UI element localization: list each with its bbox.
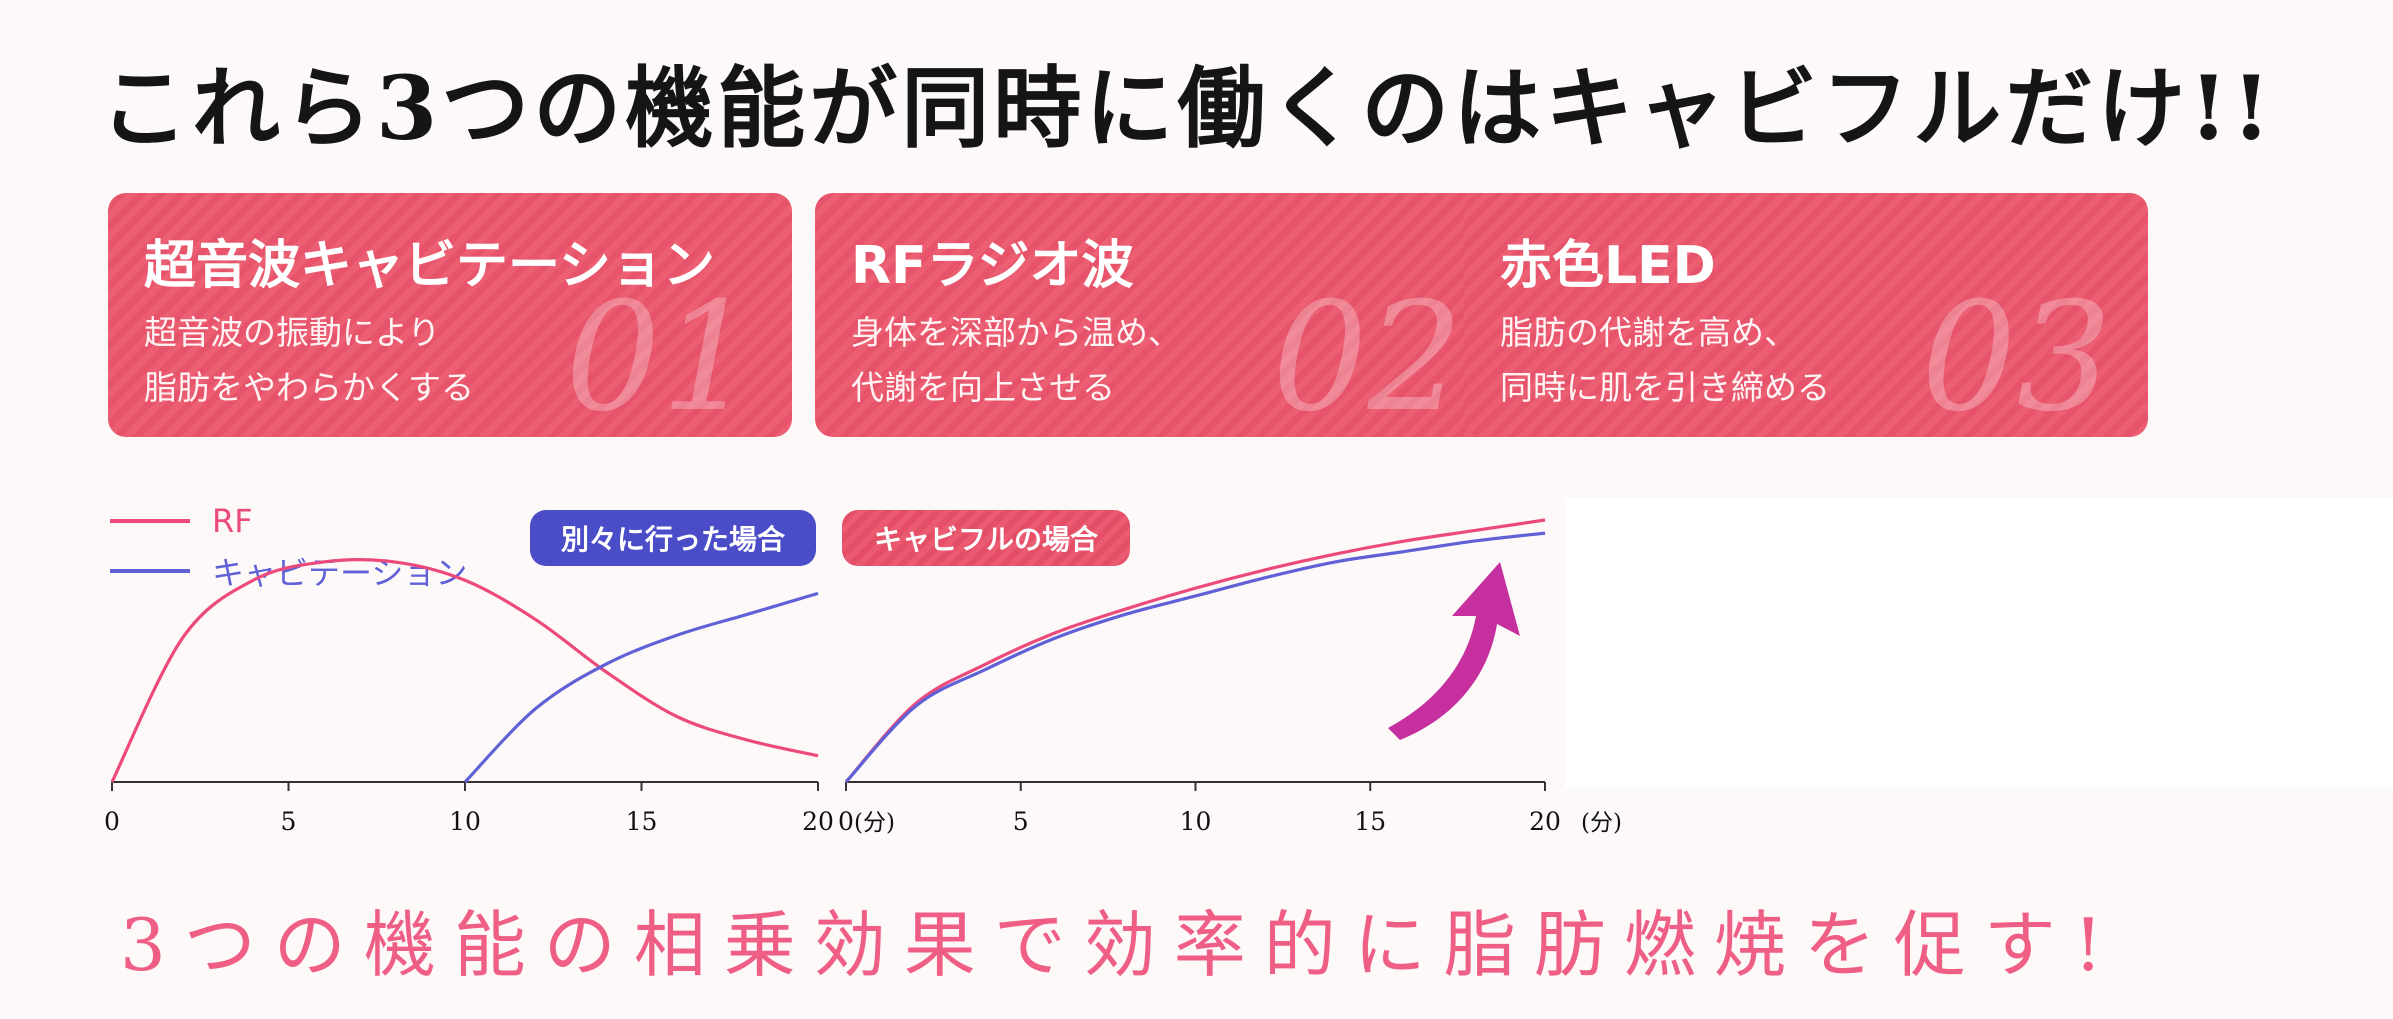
legend-label: RF bbox=[212, 502, 253, 540]
x-tick-label: 20 bbox=[802, 807, 834, 836]
feature-title: RFラジオ波 bbox=[851, 236, 1134, 296]
x-tick-label: 20 bbox=[1529, 807, 1561, 836]
label-cavifull: キャビフルの場合 bbox=[842, 510, 1130, 566]
feature-title: 赤色LED bbox=[1500, 236, 1716, 296]
chart-legend: RF キャビテーション bbox=[110, 496, 467, 596]
headline: これら3つの機能が同時に働くのはキャビフルだけ!! bbox=[100, 56, 2275, 160]
x-tick-label: 15 bbox=[626, 807, 658, 836]
feature-number: 03 bbox=[1921, 271, 2112, 437]
footer-slogan: 3つの機能の相乗効果で効率的に脂肪燃焼を促す! bbox=[120, 903, 2121, 987]
feature-desc-line: 身体を深部から温め、 bbox=[851, 313, 1181, 352]
x-tick-label: 10 bbox=[1180, 807, 1212, 836]
x-unit-label: (分) bbox=[854, 810, 895, 836]
legend-swatch-rf bbox=[110, 519, 190, 523]
x-tick-label: 15 bbox=[1354, 807, 1386, 836]
x-tick-label: 5 bbox=[1013, 807, 1029, 836]
label-separate: 別々に行った場合 bbox=[530, 510, 816, 566]
feature-number: 01 bbox=[565, 271, 756, 437]
feature-card-led: 赤色LED 脂肪の代謝を高め、 同時に肌を引き締める 03 bbox=[1464, 193, 2148, 437]
legend-item-rf: RF bbox=[110, 496, 467, 546]
x-unit-label: (分) bbox=[1581, 810, 1622, 836]
feature-desc-line: 脂肪の代謝を高め、 bbox=[1500, 313, 1797, 352]
x-tick-label: 0 bbox=[838, 807, 854, 836]
x-tick-label: 5 bbox=[281, 807, 297, 836]
series-line-rf bbox=[110, 558, 819, 783]
feature-desc-line: 代謝を向上させる bbox=[851, 368, 1115, 407]
blank-panel bbox=[1565, 498, 2393, 788]
feature-description: 超音波の振動により 脂肪をやわらかくする bbox=[144, 305, 474, 415]
feature-description: 脂肪の代謝を高め、 同時に肌を引き締める bbox=[1500, 305, 1830, 415]
feature-card-cavitation: 超音波キャビテーション 超音波の振動により 脂肪をやわらかくする 01 bbox=[108, 193, 792, 437]
feature-description: 身体を深部から温め、 代謝を向上させる bbox=[851, 305, 1181, 415]
x-tick-label: 10 bbox=[449, 807, 481, 836]
feature-desc-line: 脂肪をやわらかくする bbox=[144, 368, 474, 407]
feature-number: 02 bbox=[1272, 271, 1463, 437]
series-line-rf bbox=[844, 518, 1546, 784]
x-tick-label: 0 bbox=[104, 807, 120, 836]
series-line-cavitation bbox=[844, 531, 1546, 784]
up-arrow-icon bbox=[1388, 562, 1520, 740]
legend-swatch-cavitation bbox=[110, 569, 190, 573]
series-line-cavitation bbox=[463, 591, 819, 784]
feature-card-rf: RFラジオ波 身体を深部から温め、 代謝を向上させる 02 bbox=[815, 193, 1499, 437]
feature-desc-line: 同時に肌を引き締める bbox=[1500, 368, 1830, 407]
feature-desc-line: 超音波の振動により bbox=[144, 313, 441, 352]
feature-title: 超音波キャビテーション bbox=[144, 236, 715, 296]
